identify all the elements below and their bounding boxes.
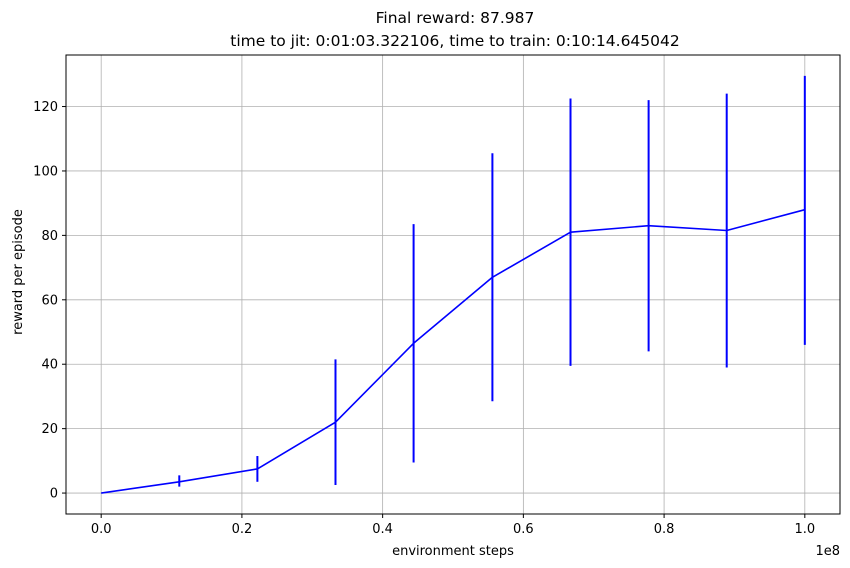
x-tick-label: 0.8 [654, 522, 675, 537]
x-axis-offset-label: 1e8 [815, 544, 840, 559]
x-tick-label: 0.2 [232, 522, 253, 537]
x-tick-label: 0.6 [513, 522, 534, 537]
y-tick-label: 40 [41, 358, 58, 373]
x-tick-label: 1.0 [794, 522, 815, 537]
y-tick-label: 80 [41, 229, 58, 244]
y-tick-label: 100 [33, 164, 58, 179]
y-tick-label: 120 [33, 100, 58, 115]
y-tick-label: 0 [50, 487, 58, 502]
plot-frame [65, 54, 841, 515]
series-line [101, 208, 806, 494]
x-tick-label: 0.4 [372, 522, 393, 537]
x-axis-label: environment steps [392, 544, 514, 559]
x-tick-label: 0.0 [91, 522, 112, 537]
x-axis-ticks: 0.0 0.2 0.4 0.6 0.8 1.0 [91, 514, 815, 537]
y-tick-label: 60 [41, 293, 58, 308]
y-tick-label: 20 [41, 422, 58, 437]
chart-title-line2: time to jit: 0:01:03.322106, time to tra… [230, 32, 680, 50]
y-axis-ticks: 0 20 40 60 80 100 120 [33, 100, 66, 502]
series-line-group [101, 208, 806, 494]
y-axis-label: reward per episode [11, 209, 26, 335]
chart-title-line1: Final reward: 87.987 [376, 9, 535, 27]
